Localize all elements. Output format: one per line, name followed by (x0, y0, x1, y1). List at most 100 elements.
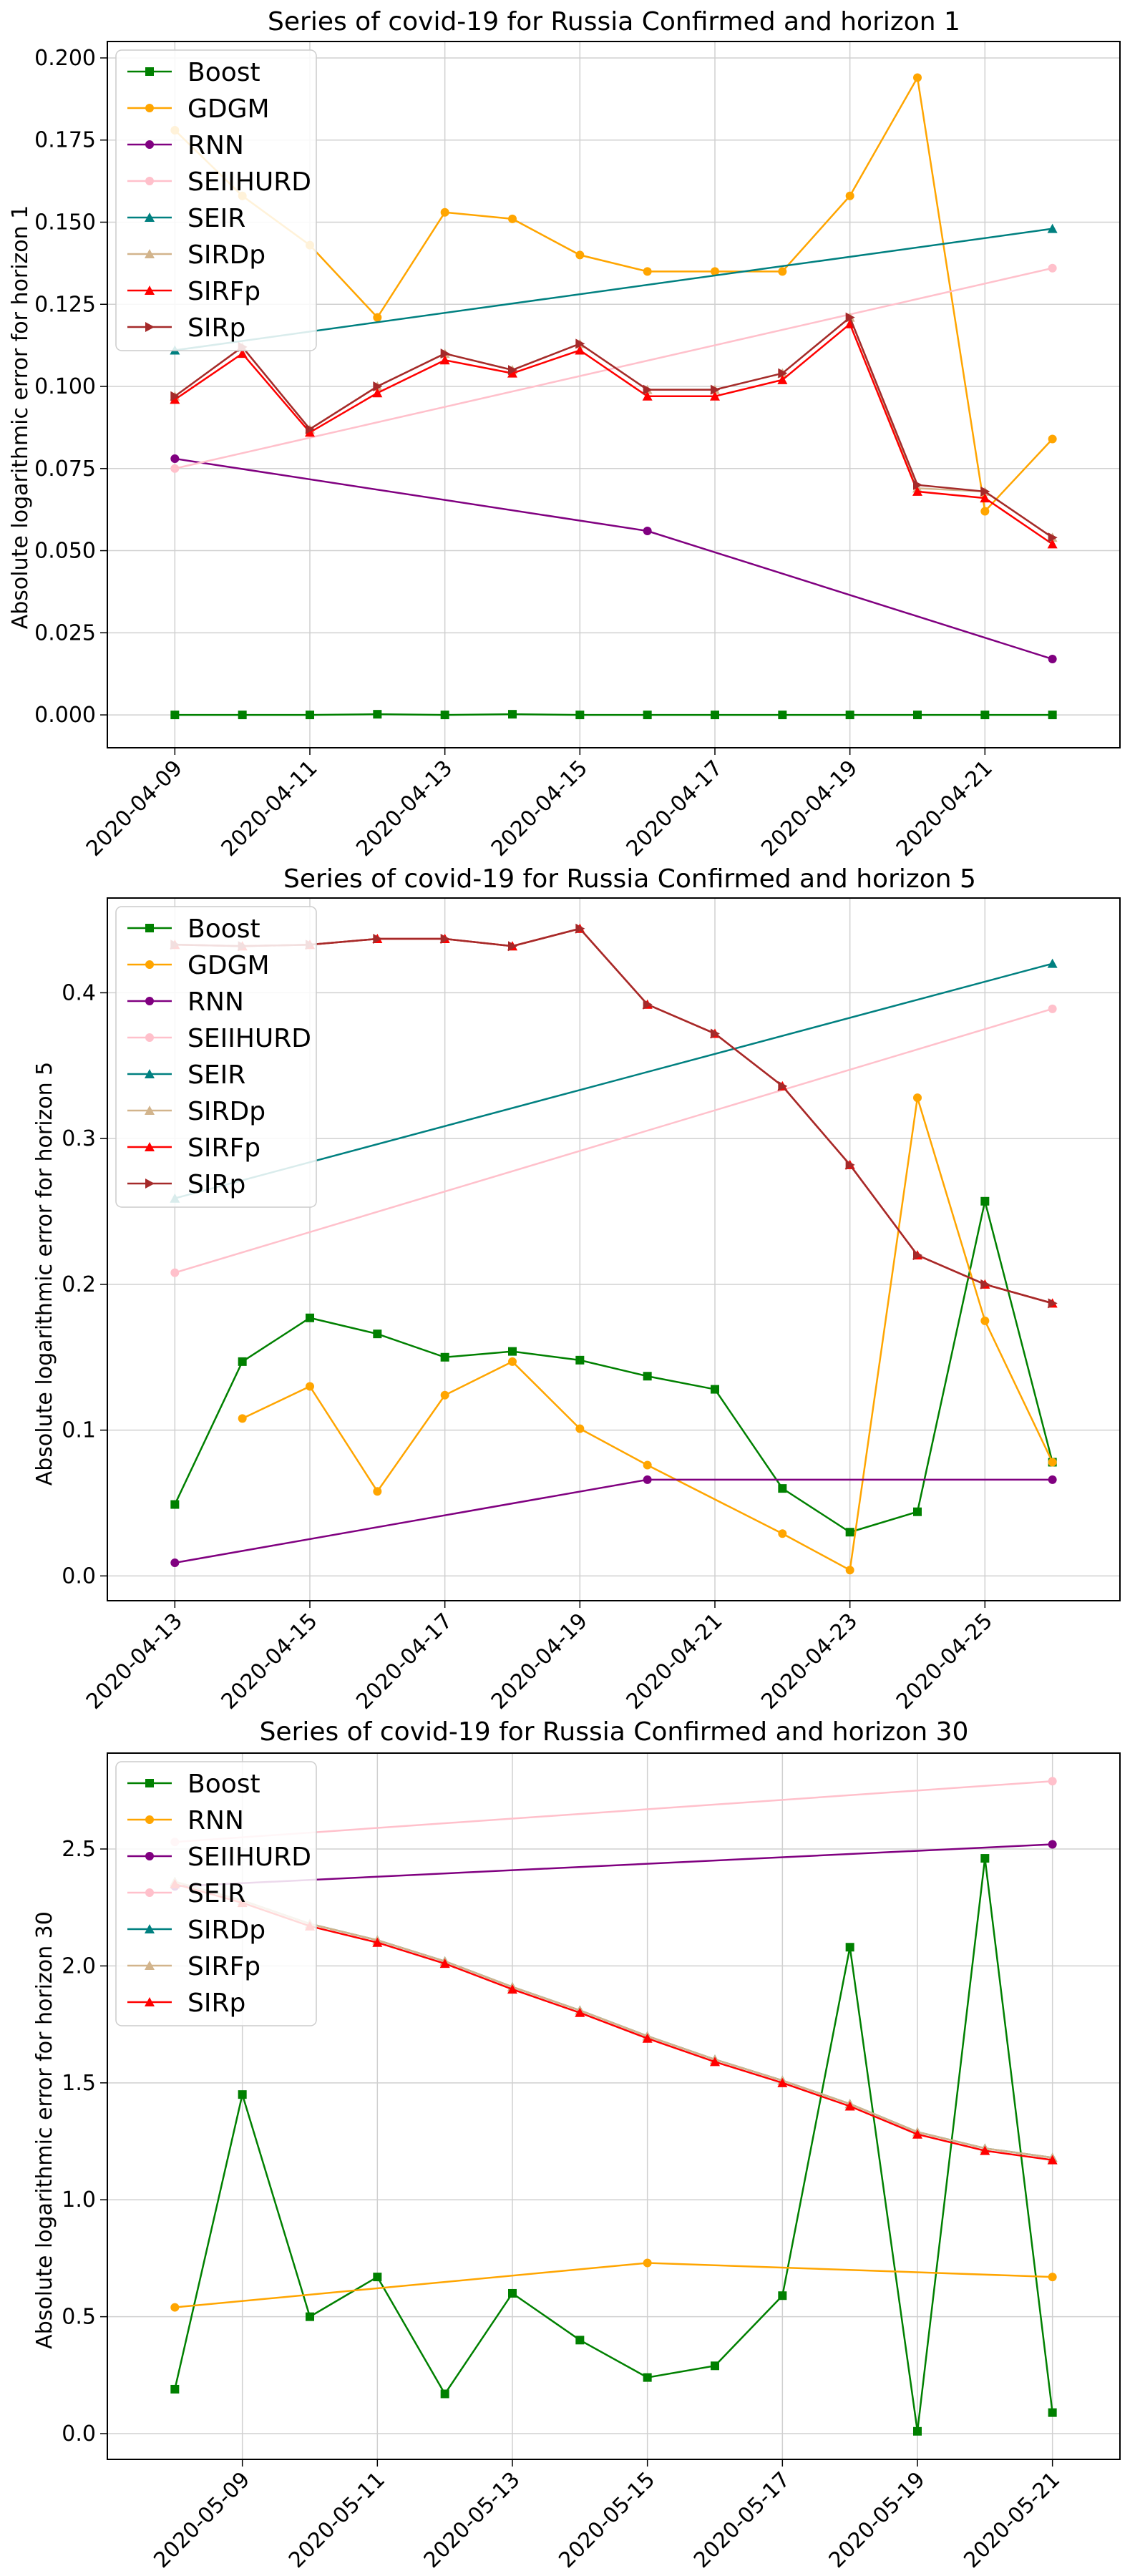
legend-item: SIRp (127, 313, 245, 343)
series-line (174, 1201, 1053, 1533)
y-tick-label: 0.0 (62, 2421, 96, 2446)
data-point (575, 1424, 585, 1433)
data-point (373, 381, 383, 392)
data-point (306, 1313, 314, 1322)
data-point (778, 1529, 787, 1538)
data-point (508, 214, 517, 223)
data-point (913, 2426, 922, 2436)
data-point (170, 454, 180, 464)
legend-swatch-marker (145, 1779, 154, 1787)
legend-item: SIRp (127, 1170, 245, 1199)
data-point (170, 464, 180, 473)
data-point (440, 348, 450, 359)
data-point (778, 1484, 787, 1493)
data-point (643, 1372, 652, 1381)
data-point (238, 711, 247, 720)
data-point (913, 479, 922, 490)
data-point (575, 250, 585, 260)
data-point (575, 338, 585, 349)
series-line (175, 962, 1053, 1199)
grid (100, 1753, 1120, 2467)
data-point (845, 191, 854, 200)
legend-item: RNN (127, 1806, 244, 1835)
y-tick-label: 0.2 (62, 1272, 96, 1297)
series-line (174, 1883, 1053, 2161)
series-rnn (170, 454, 1057, 664)
data-point (1048, 655, 1057, 664)
legend-label: SIRFp (187, 1952, 260, 1981)
legend-swatch-marker (145, 924, 154, 932)
data-point (373, 2273, 382, 2282)
data-point (170, 391, 180, 401)
data-point (170, 2384, 180, 2394)
series-line (175, 1780, 1053, 1843)
series-seiihurd (170, 1004, 1057, 1277)
legend-label: GDGM (187, 951, 270, 980)
series-line (174, 74, 1053, 514)
y-axis-label: Absolute logarithmic error for horizon 3… (32, 1911, 57, 2349)
data-point (305, 427, 315, 437)
legend-label: SIRDp (187, 1916, 265, 1945)
legend-item: SIRFp (127, 1133, 260, 1163)
data-point (711, 384, 720, 395)
data-point (1047, 223, 1058, 233)
data-point (306, 2312, 314, 2321)
legend-swatch-marker (145, 249, 155, 258)
data-point (643, 2373, 652, 2382)
data-point (642, 2033, 653, 2043)
data-point (508, 710, 517, 719)
series-line (175, 267, 1053, 470)
legend-label: SEIR (187, 1879, 245, 1908)
data-point (508, 1357, 517, 1366)
data-point (170, 2303, 180, 2312)
legend-swatch-marker (145, 1033, 154, 1042)
legend-label: RNN (187, 987, 244, 1017)
data-point (373, 710, 382, 719)
legend-item: RNN (127, 131, 244, 160)
y-tick-label: 0.4 (62, 980, 96, 1005)
legend-item: SEIR (127, 204, 245, 233)
data-point (643, 384, 653, 395)
data-point (711, 1028, 720, 1039)
legend-label: SEIR (187, 1060, 245, 1090)
data-point (373, 313, 382, 322)
legend-label: SIRDp (187, 240, 265, 270)
y-tick-label: 0.200 (34, 46, 96, 71)
data-point (508, 2288, 517, 2298)
series-boost (170, 710, 1057, 720)
series-line (174, 316, 1053, 539)
data-point (913, 711, 922, 720)
legend-swatch-marker (145, 140, 154, 149)
data-point (1047, 539, 1058, 549)
legend-label: Boost (187, 914, 260, 944)
legend-swatch-marker (145, 1924, 155, 1933)
data-point (170, 1558, 180, 1568)
data-point (373, 934, 383, 945)
data-point (1048, 711, 1057, 720)
y-axis-label: Absolute logarithmic error for horizon 5 (32, 1062, 57, 1486)
legend-box (115, 49, 317, 351)
data-point (508, 941, 517, 952)
series-line (242, 1097, 1053, 1572)
legend-item: SEIR (127, 1060, 245, 1090)
y-tick-label: 0.3 (62, 1126, 96, 1151)
series-gdgm (238, 1093, 1057, 1575)
legend-box (115, 906, 317, 1208)
data-point (980, 507, 990, 516)
legend-item: GDGM (127, 94, 270, 124)
series-rnn (170, 1475, 1057, 1568)
data-point (643, 2258, 652, 2268)
data-point (440, 208, 449, 217)
legend-label: Boost (187, 58, 260, 87)
legend-box (115, 1761, 317, 2026)
data-point (845, 1943, 854, 1952)
y-tick-label: 0.0 (62, 1563, 96, 1589)
legend-label: GDGM (187, 94, 270, 124)
data-point (912, 2129, 922, 2139)
data-point (1048, 1004, 1057, 1013)
data-point (643, 267, 652, 276)
data-point (845, 312, 855, 323)
legend-swatch-marker (145, 1106, 155, 1115)
data-point (711, 711, 719, 720)
